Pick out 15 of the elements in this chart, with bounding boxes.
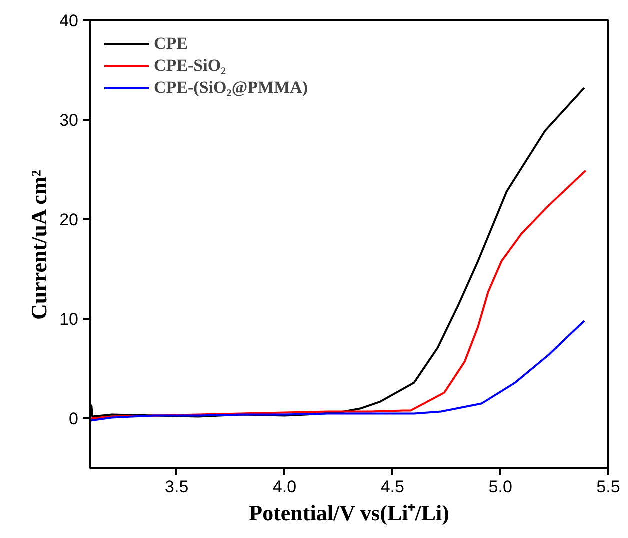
legend-label: CPE-SiO₂ xyxy=(154,56,226,76)
x-axis-title: Potential/V vs(Li⁺/Li) xyxy=(249,500,450,526)
x-tick-label: 5.0 xyxy=(488,478,512,496)
x-tick-label: 4.0 xyxy=(272,478,297,496)
y-tick-label: 0 xyxy=(69,410,79,429)
y-axis-title: Current/uA cm² xyxy=(26,170,52,320)
legend-label: CPE-(SiO₂@PMMA) xyxy=(154,78,308,98)
y-tick-label: 10 xyxy=(60,310,79,330)
y-tick-label: 30 xyxy=(60,111,79,130)
y-tick-label: 40 xyxy=(60,12,79,30)
x-tick-label: 3.5 xyxy=(165,478,189,496)
y-tick-label: 20 xyxy=(60,210,79,230)
x-tick-label: 5.5 xyxy=(596,478,620,496)
legend-label: CPE xyxy=(154,34,188,54)
x-tick-label: 4.5 xyxy=(380,478,404,496)
